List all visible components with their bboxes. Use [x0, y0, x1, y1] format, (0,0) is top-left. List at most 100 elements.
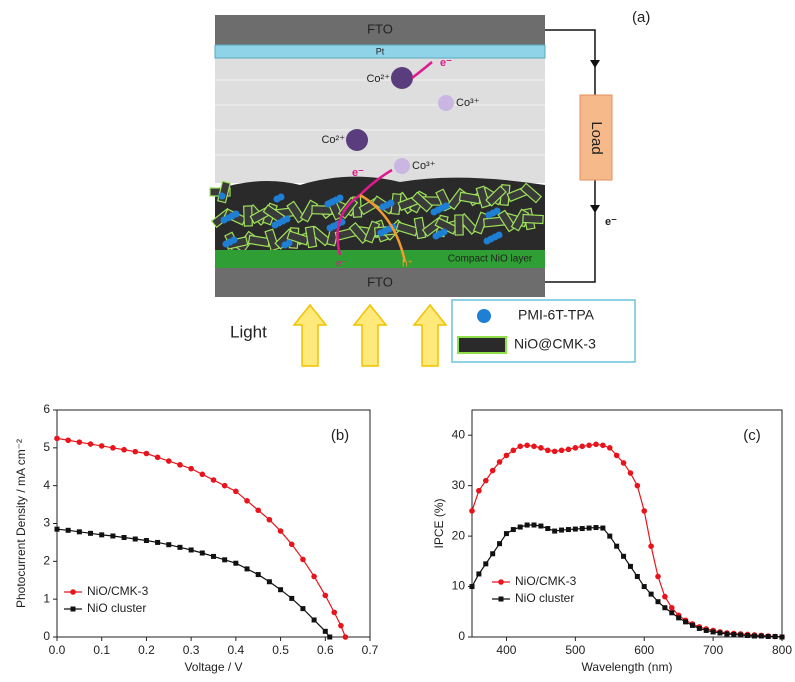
y-axis-label: Photocurrent Density / mA cm⁻²	[14, 439, 28, 608]
point	[245, 566, 250, 571]
point	[166, 458, 172, 464]
point	[144, 538, 149, 543]
point	[188, 466, 194, 472]
label: h⁺	[402, 259, 413, 270]
point	[635, 574, 640, 579]
point	[244, 498, 250, 504]
label: FTO	[367, 21, 393, 36]
y-tick-label: 40	[452, 427, 466, 441]
point	[497, 541, 502, 546]
point	[200, 551, 205, 556]
legend-label: NiO/CMK-3	[515, 574, 577, 588]
point	[628, 564, 633, 569]
rod	[523, 214, 543, 223]
dye-dot	[388, 200, 395, 207]
point	[718, 630, 723, 635]
point	[752, 633, 757, 638]
point	[573, 527, 578, 532]
label: e⁻	[605, 216, 617, 228]
point	[470, 584, 475, 589]
point	[177, 545, 182, 550]
point	[531, 444, 537, 450]
label: e⁻	[440, 57, 452, 69]
legend-text: NiO@CMK-3	[514, 336, 596, 352]
point	[566, 447, 572, 453]
point	[517, 444, 523, 450]
point	[222, 557, 227, 562]
point	[490, 468, 496, 474]
legend-marker	[70, 589, 76, 595]
co3-ion	[438, 95, 454, 111]
dye-dot	[284, 216, 291, 223]
point	[766, 634, 771, 639]
y-tick-label: 30	[452, 478, 466, 492]
y-tick-label: 3	[43, 516, 50, 530]
point	[166, 542, 171, 547]
point	[662, 605, 667, 610]
dye-dot	[286, 240, 293, 247]
x-tick-label: 800	[772, 643, 792, 657]
point	[655, 574, 661, 580]
point	[222, 483, 228, 489]
point	[538, 524, 543, 529]
point	[155, 540, 160, 545]
x-tick-label: 0.3	[183, 643, 200, 657]
point	[683, 619, 688, 624]
mesoporous-layer	[210, 177, 545, 254]
point	[327, 635, 332, 640]
point	[621, 554, 626, 559]
point	[338, 623, 344, 629]
panel-label: (a)	[632, 9, 650, 26]
point	[559, 448, 565, 454]
x-tick-label: 600	[634, 643, 654, 657]
legend-marker	[71, 607, 76, 612]
point	[122, 535, 127, 540]
point	[614, 544, 619, 549]
point	[628, 470, 634, 476]
x-tick-label: 0.5	[272, 643, 289, 657]
point	[518, 525, 523, 530]
point	[490, 551, 495, 556]
x-tick-label: 0.6	[317, 643, 334, 657]
point	[312, 617, 317, 622]
point	[580, 526, 585, 531]
label: Co²⁺	[366, 73, 390, 85]
x-tick-label: 400	[496, 643, 516, 657]
dye-dot	[337, 195, 344, 202]
point	[593, 442, 599, 448]
point	[511, 527, 516, 532]
dye-dot	[233, 211, 240, 218]
legend-marker	[499, 597, 504, 602]
dye-dot	[443, 203, 450, 210]
label: e⁻	[352, 167, 364, 179]
point	[559, 528, 564, 533]
point	[476, 488, 482, 494]
point	[300, 557, 306, 563]
x-tick-label: 0.1	[93, 643, 110, 657]
point	[211, 477, 217, 483]
point	[600, 526, 605, 531]
point	[600, 443, 606, 449]
point	[690, 623, 695, 628]
point	[483, 478, 489, 484]
point	[66, 528, 71, 533]
point	[267, 579, 272, 584]
legend-label: NiO/CMK-3	[87, 584, 149, 598]
point	[133, 537, 138, 542]
point	[614, 453, 620, 459]
y-tick-label: 0	[458, 629, 465, 643]
point	[189, 547, 194, 552]
x-axis-label: Voltage / V	[184, 660, 242, 674]
point	[704, 628, 709, 633]
point	[155, 454, 161, 460]
x-tick-label: 700	[703, 643, 723, 657]
point	[278, 528, 284, 534]
point	[144, 451, 150, 457]
point	[759, 633, 764, 638]
point	[711, 629, 716, 634]
point	[88, 531, 93, 536]
point	[497, 459, 503, 465]
point	[289, 542, 295, 548]
point	[525, 523, 530, 528]
x-tick-label: 0.2	[138, 643, 155, 657]
